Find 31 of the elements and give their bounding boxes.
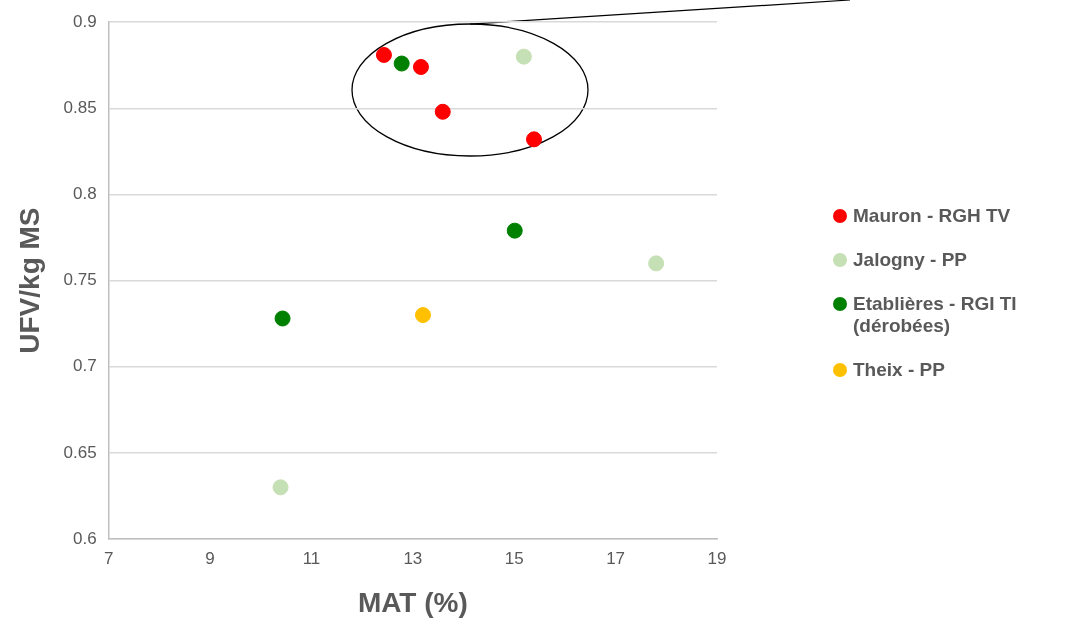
- point: [414, 307, 431, 324]
- point: [506, 222, 523, 239]
- y-tick-label: 0.6: [73, 528, 97, 548]
- x-tick-label: 9: [205, 548, 215, 568]
- point: [515, 48, 532, 65]
- legend-label: Etablières - RGI TI (dérobées): [853, 293, 1018, 337]
- x-tick-label: 19: [707, 548, 727, 568]
- point: [375, 46, 392, 63]
- x-tick-label: 17: [606, 548, 626, 568]
- legend-label: Jalogny - PP: [853, 249, 968, 271]
- y-tick-label: 0.8: [73, 184, 97, 204]
- point: [434, 103, 451, 120]
- y-axis-title: UFV/kg MS: [13, 207, 45, 354]
- x-tick-label: 7: [103, 548, 114, 568]
- legend-label: Mauron - RGH TV: [853, 205, 1011, 227]
- x-tick-label: 11: [302, 548, 321, 568]
- point: [412, 58, 429, 75]
- y-tick-label: 0.9: [73, 11, 97, 31]
- y-tick-label: 0.65: [63, 442, 97, 462]
- y-tick-label: 0.85: [63, 98, 97, 118]
- point: [274, 310, 291, 327]
- legend-label: Theix - PP: [853, 359, 945, 381]
- point: [526, 131, 542, 148]
- x-tick-label: 13: [403, 548, 423, 568]
- x-axis-title: MAT (%): [357, 586, 468, 618]
- point: [393, 55, 410, 72]
- x-tick-label: 15: [504, 548, 524, 568]
- point: [272, 479, 289, 496]
- point: [648, 255, 665, 272]
- y-tick-label: 0.7: [73, 356, 97, 376]
- y-tick-label: 0.75: [63, 270, 97, 290]
